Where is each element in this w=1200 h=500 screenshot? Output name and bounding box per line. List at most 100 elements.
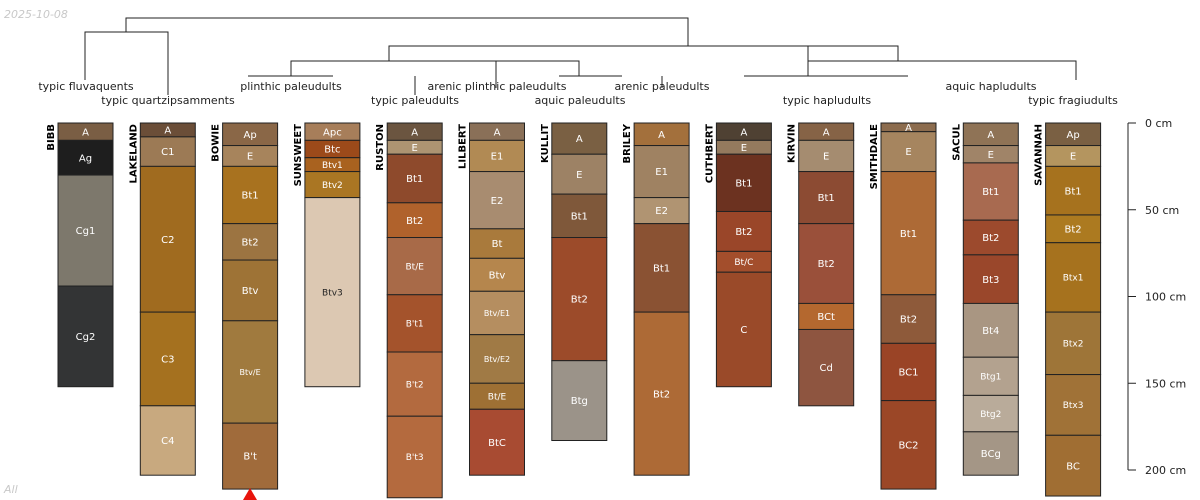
horizon-label: Bt/E [405,262,424,272]
horizon-label: Bt1 [982,187,999,198]
horizon-label: A [823,127,830,138]
horizon [633,311,690,476]
dendrogram-branch-paleudults [290,60,580,76]
horizon [222,165,279,225]
horizon [57,285,114,388]
horizon-label: A [494,127,501,138]
horizon-label: Btv/E [240,368,261,377]
profile-name: LILBERT [458,124,469,169]
horizon-label: E [823,152,829,163]
horizon [469,139,525,173]
horizon-label: Bt1 [653,263,670,274]
horizon [715,210,772,252]
soil-profile: SMITHDALE A E Bt1 Bt2 BC1 BC2 [869,122,937,490]
horizon-label: Btv/E1 [484,309,510,318]
horizon [551,193,608,239]
date-label: 2025-10-08 [4,8,68,21]
horizon-label: Ap [1066,130,1079,141]
horizon-label: E [1070,152,1076,163]
horizon-label: Cg1 [76,226,96,237]
soil-profile: KULLIT A E Bt1 Bt2 Btg [540,122,608,442]
horizon [139,311,196,407]
dendrogram-branch-entisols [84,31,169,95]
horizon-label: B't2 [406,380,424,390]
horizon [715,153,772,212]
horizon-label: A [576,134,583,145]
horizon-label: E [905,147,911,158]
horizon [962,356,1019,396]
horizon-label: Bt/E [488,393,507,403]
horizon-label: BCt [817,312,835,323]
taxon-label: arenic paleudults [615,80,710,93]
dendrogram-branch-udults [807,60,1077,80]
taxon-label: typic fluvaquents [38,80,134,93]
horizon [798,139,855,173]
horizon [57,174,114,287]
horizon-label: Cg2 [76,332,96,343]
dendrogram-root-branch [125,17,689,46]
horizon-label: Btx1 [1063,274,1084,284]
horizon-label: A [987,130,994,141]
horizon-label: C2 [161,235,174,246]
horizon [386,237,443,296]
horizon-label: Btv1 [322,161,343,171]
depth-tick-label: 0 cm [1145,117,1172,130]
horizon-label: E [741,143,747,154]
horizon-label: E1 [491,152,504,163]
dendrogram-branch-ultisols [388,45,899,61]
depth-tick-label: 100 cm [1145,291,1186,304]
horizon-label: Bt1 [735,178,752,189]
horizon-label: Btv2 [322,181,343,191]
profile-name: KULLIT [540,124,551,163]
horizon [551,122,608,155]
horizon-label: Ap [243,130,256,141]
horizon-label: E [412,143,418,154]
horizon [962,219,1019,256]
horizon [1045,311,1102,376]
horizon-label: Btx3 [1063,401,1084,411]
horizon-label: Bt1 [818,193,835,204]
horizon [551,153,608,195]
horizon-label: Bt4 [982,326,999,337]
horizon-label: B't3 [406,453,424,463]
horizon [386,294,443,353]
horizon [715,271,772,388]
horizon [962,431,1019,476]
horizon [139,165,196,313]
horizon [798,302,855,330]
horizon-label: A [740,127,747,138]
horizon [798,223,855,304]
horizon-label: Cd [820,363,833,374]
horizon [469,382,525,410]
horizon [880,400,937,490]
horizon-label: Bt1 [406,174,423,185]
horizon [222,259,279,322]
horizon-label: Bt2 [242,237,259,248]
horizon-label: C1 [161,147,174,158]
horizon-label: Btv [489,270,506,281]
horizon-label: BCg [981,449,1001,460]
horizon-label: Bt1 [900,229,917,240]
horizon-label: Bt/C [734,258,753,268]
horizon-label: Bt2 [735,227,752,238]
profile-name: SUNSWEET [293,124,304,187]
horizon-label: C4 [161,436,174,447]
horizon [633,223,690,313]
taxon-label: typic hapludults [783,94,871,107]
soil-profile: BOWIE Ap E Bt1 Bt2 Btv Btv/E B't [211,122,279,490]
horizon-label: Bt2 [406,216,423,227]
horizon-label: BC2 [898,440,918,451]
horizon-label: E1 [655,167,668,178]
horizon [139,405,196,476]
horizon-label: B't1 [406,320,424,330]
horizon-label: BC1 [898,368,918,379]
horizon [798,328,855,407]
horizon [633,145,690,199]
horizon [386,202,443,239]
profile-name: BIBB [46,124,57,151]
horizon [962,162,1019,221]
horizon [386,351,443,417]
horizon-label: E [988,150,994,161]
profile-name: BOWIE [211,124,222,162]
